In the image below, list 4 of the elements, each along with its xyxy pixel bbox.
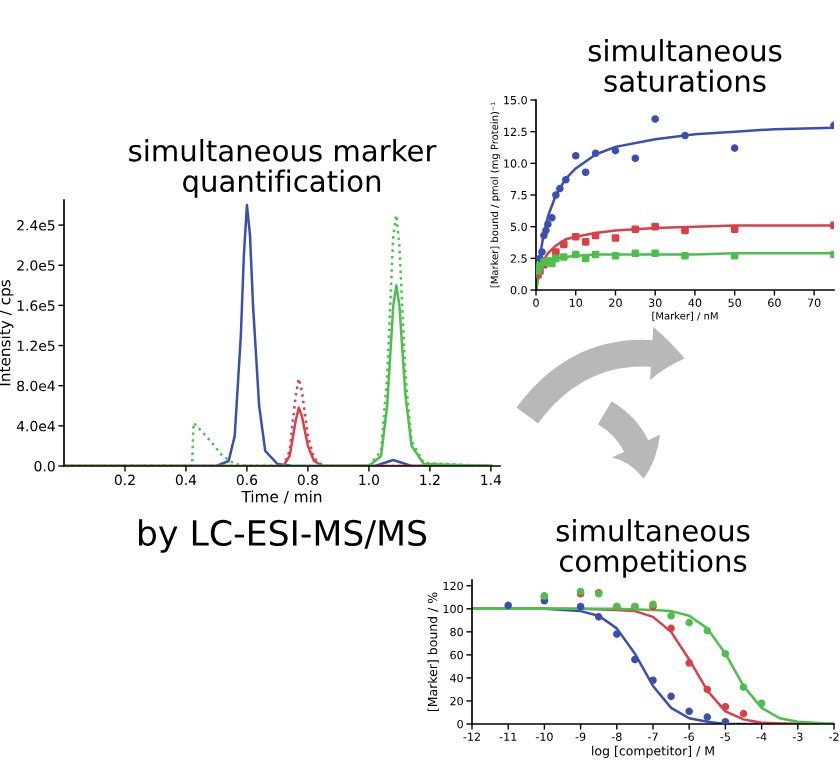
chart-title: simultaneous saturations [588,39,782,93]
chart-title: simultaneous competitions [556,519,750,578]
chart-title: simultaneous marker quantification [129,139,437,198]
text: by LC-ESI-MS/MS [139,519,427,553]
